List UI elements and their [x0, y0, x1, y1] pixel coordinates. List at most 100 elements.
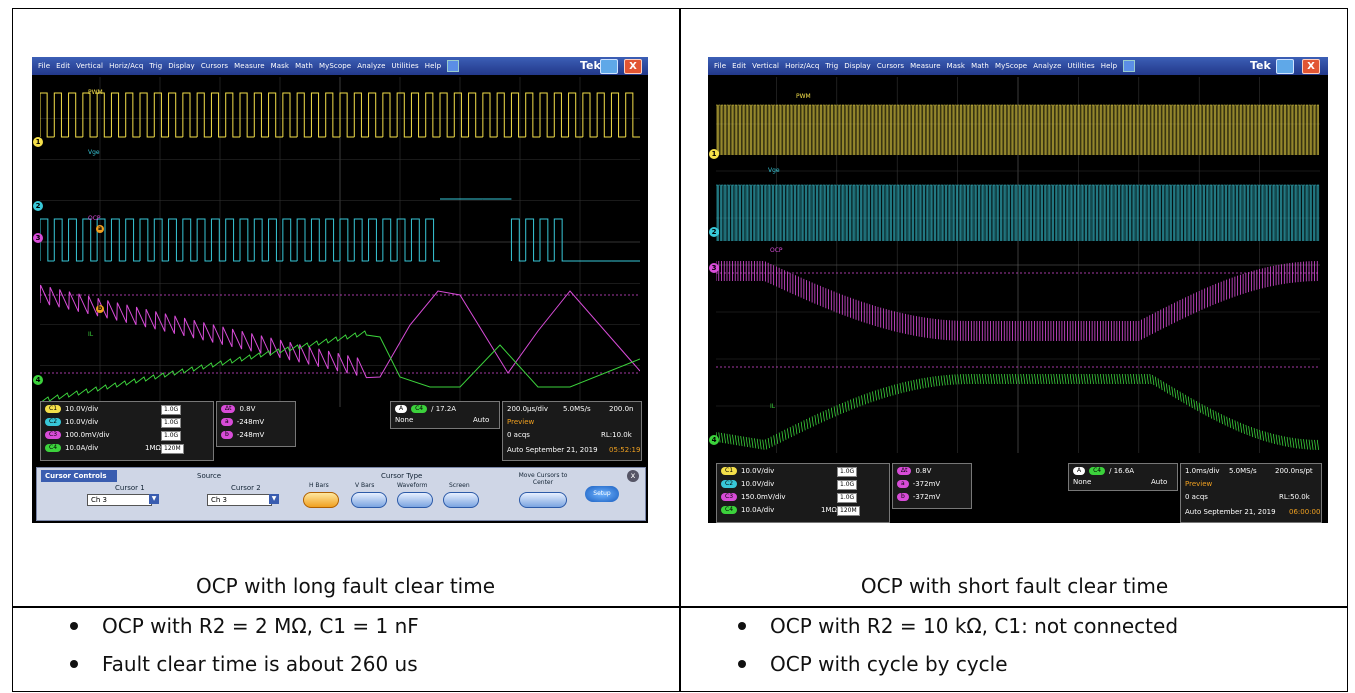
scope-menu: File Edit Vertical Horiz/Acq Trig Display Curs…	[38, 60, 465, 72]
menu-item-vertical[interactable]: Vertical	[752, 62, 780, 70]
menu-item-file[interactable]: File	[38, 62, 51, 70]
trigger-auto: Auto	[1151, 478, 1168, 486]
vge-waveform	[716, 184, 1320, 241]
menu-item-myscope[interactable]: MyScope	[994, 62, 1028, 70]
menu-item-utilities[interactable]: Utilities	[391, 62, 419, 70]
ch2-badge[interactable]: C2	[45, 418, 62, 426]
ch4-badge[interactable]: C4	[45, 444, 62, 452]
cursor-a-marker[interactable]: a	[96, 225, 104, 233]
menu-item-math[interactable]: Math	[295, 62, 313, 70]
menu-item-horizacq[interactable]: Horiz/Acq	[109, 62, 144, 70]
ch4-badge[interactable]: C4	[721, 506, 738, 514]
minimize-icon[interactable]	[600, 59, 618, 74]
ch2-badge[interactable]: C2	[721, 480, 738, 488]
menu-item-help[interactable]: Help	[1100, 62, 1118, 70]
screen-type-button[interactable]	[443, 492, 479, 508]
horizontal-readout: 1.0ms/div 5.0MS/s 200.0ns/pt Preview 0 a…	[1180, 463, 1322, 523]
channel-1-marker[interactable]: 1	[709, 149, 719, 159]
trigger-coupling: None	[1073, 478, 1092, 486]
menu-item-cursors[interactable]: Cursors	[200, 62, 229, 70]
vbars-button[interactable]	[351, 492, 387, 508]
hbars-label: H Bars	[309, 482, 329, 489]
list-item: OCP with R2 = 2 MΩ, C1 = 1 nF	[70, 614, 670, 638]
menu-item-horizacq[interactable]: Horiz/Acq	[785, 62, 820, 70]
menu-item-math[interactable]: Math	[971, 62, 989, 70]
pwm-waveform	[716, 104, 1319, 155]
bullet-icon	[738, 659, 746, 668]
ch4-impedance: 1MΩ	[145, 444, 161, 452]
menu-item-mask[interactable]: Mask	[946, 62, 966, 70]
menu-dropdown-icon[interactable]	[1123, 60, 1136, 72]
pwm-label: PWM	[796, 93, 811, 100]
move-cursors-button[interactable]	[519, 492, 567, 508]
vertical-readout: C1 10.0V/div 1.0G C2 10.0V/div 1.0G C3 150.…	[716, 463, 890, 523]
il-label: IL	[88, 331, 94, 338]
channel-2-marker[interactable]: 2	[709, 227, 719, 237]
channel-3-marker[interactable]: 3	[33, 233, 43, 243]
channel-1-marker[interactable]: 1	[33, 137, 43, 147]
menu-item-analyze[interactable]: Analyze	[357, 62, 386, 70]
ocp-label: OCP	[88, 215, 101, 222]
bullet-list-right: OCP with R2 = 10 kΩ, C1: not connected O…	[738, 612, 1338, 692]
cursor2-select[interactable]: Ch 3	[207, 494, 272, 506]
ch1-badge[interactable]: C1	[45, 405, 62, 413]
tek-logo: Tek	[580, 59, 601, 72]
pwm-label: PWM	[88, 89, 103, 96]
close-icon[interactable]: X	[1302, 59, 1320, 74]
acq-state: Preview	[507, 418, 535, 426]
menu-item-myscope[interactable]: MyScope	[318, 62, 352, 70]
cursor-controls-panel: Cursor Controls Source Cursor 1 Ch 3 ▼ C…	[36, 467, 646, 521]
menu-item-vertical[interactable]: Vertical	[76, 62, 104, 70]
chevron-down-icon[interactable]: ▼	[149, 494, 159, 504]
menu-item-file[interactable]: File	[714, 62, 727, 70]
chevron-down-icon[interactable]: ▼	[269, 494, 279, 504]
ch3-badge[interactable]: C3	[721, 493, 738, 501]
menu-item-measure[interactable]: Measure	[234, 62, 265, 70]
cursor-a-value: -248mV	[236, 418, 265, 426]
cursor-delta-value: 0.8V	[915, 467, 932, 475]
menu-item-trig[interactable]: Trig	[149, 62, 163, 70]
oscilloscope-screenshot-right: File Edit Vertical Horiz/Acq Trig Display Curs…	[708, 57, 1328, 523]
waveform-type-button[interactable]	[397, 492, 433, 508]
vge-label: Vge	[768, 167, 780, 174]
close-panel-icon[interactable]: x	[627, 470, 639, 482]
trigger-coupling: None	[395, 416, 414, 424]
menu-item-display[interactable]: Display	[844, 62, 871, 70]
menu-item-edit[interactable]: Edit	[732, 62, 747, 70]
hbars-button[interactable]	[303, 492, 339, 508]
close-icon[interactable]: X	[624, 59, 642, 74]
menu-item-analyze[interactable]: Analyze	[1033, 62, 1062, 70]
trigger-source[interactable]: C4	[411, 405, 428, 413]
ocp-label: OCP	[770, 247, 783, 254]
channel-2-marker[interactable]: 2	[33, 201, 43, 211]
menu-item-trig[interactable]: Trig	[825, 62, 839, 70]
menu-item-edit[interactable]: Edit	[56, 62, 71, 70]
channel-3-marker[interactable]: 3	[709, 263, 719, 273]
setup-button[interactable]: Setup	[585, 486, 619, 502]
menu-item-mask[interactable]: Mask	[270, 62, 290, 70]
menu-item-display[interactable]: Display	[168, 62, 195, 70]
ch3-bandwidth: 1.0G	[161, 431, 182, 441]
ch1-badge[interactable]: C1	[721, 467, 738, 475]
channel-4-marker[interactable]: 4	[33, 375, 43, 385]
ch1-scale: 10.0V/div	[741, 467, 775, 475]
resolution: 200.0ns/pt	[1275, 467, 1313, 475]
ch3-badge[interactable]: C3	[45, 431, 62, 439]
cursor-type-label: Cursor Type	[381, 472, 423, 480]
menu-dropdown-icon[interactable]	[447, 60, 460, 72]
list-item: OCP with cycle by cycle	[738, 652, 1338, 676]
cursor-b-tag: b	[897, 493, 909, 501]
menu-item-measure[interactable]: Measure	[910, 62, 941, 70]
horizontal-readout: 200.0μs/div 5.0MS/s 200.0n Preview 0 acq…	[502, 401, 642, 461]
menu-item-utilities[interactable]: Utilities	[1067, 62, 1095, 70]
minimize-icon[interactable]	[1276, 59, 1294, 74]
cursor1-select[interactable]: Ch 3	[87, 494, 152, 506]
menu-item-help[interactable]: Help	[424, 62, 442, 70]
trigger-source[interactable]: C4	[1089, 467, 1106, 475]
cursor-b-marker[interactable]: b	[96, 305, 104, 313]
cursor-controls-tab[interactable]: Cursor Controls	[41, 470, 117, 482]
channel-4-marker[interactable]: 4	[709, 435, 719, 445]
trigger-readout: A C4/ 16.6A None Auto	[1068, 463, 1178, 491]
menu-item-cursors[interactable]: Cursors	[876, 62, 905, 70]
tek-logo: Tek	[1250, 59, 1271, 72]
